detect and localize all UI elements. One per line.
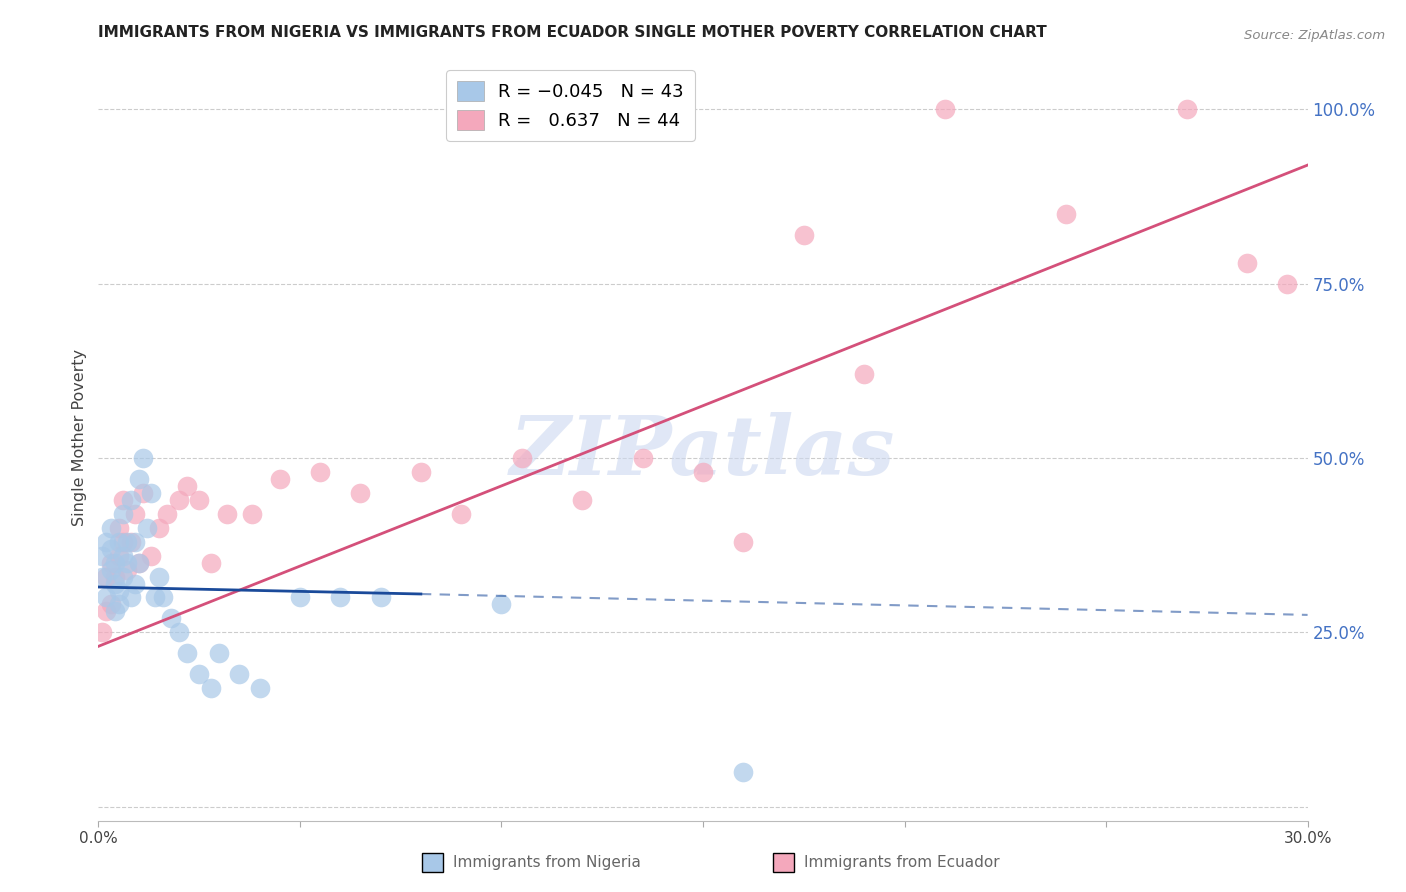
Point [309, 465, 332, 479]
Point [370, 591, 392, 605]
Point [120, 492, 142, 507]
Point [128, 472, 150, 486]
Point [249, 681, 271, 695]
Point [200, 681, 222, 695]
Legend: R = −0.045   N = 43, R =   0.637   N = 44: R = −0.045 N = 43, R = 0.637 N = 44 [446, 70, 695, 141]
Point [167, 625, 190, 640]
Point [103, 604, 125, 618]
Point [139, 486, 162, 500]
Point [107, 534, 129, 549]
Text: Immigrants from Ecuador: Immigrants from Ecuador [804, 855, 1000, 870]
Point [148, 569, 170, 583]
Point [793, 227, 815, 242]
Point [120, 534, 142, 549]
Point [240, 507, 263, 521]
Point [91, 625, 114, 640]
Text: Immigrants from Nigeria: Immigrants from Nigeria [453, 855, 641, 870]
Point [111, 507, 134, 521]
Point [409, 465, 432, 479]
Point [115, 556, 138, 570]
Point [269, 472, 291, 486]
Point [631, 450, 654, 465]
Point [124, 507, 146, 521]
Point [91, 549, 114, 563]
Point [107, 521, 129, 535]
Point [176, 479, 198, 493]
Point [208, 646, 231, 660]
Point [733, 764, 755, 779]
Point [103, 556, 125, 570]
Point [132, 486, 155, 500]
Text: ZIPatlas: ZIPatlas [510, 412, 896, 492]
Text: IMMIGRANTS FROM NIGERIA VS IMMIGRANTS FROM ECUADOR SINGLE MOTHER POVERTY CORRELA: IMMIGRANTS FROM NIGERIA VS IMMIGRANTS FR… [98, 25, 1047, 40]
Point [100, 598, 122, 612]
Point [107, 583, 129, 598]
Point [1175, 103, 1198, 117]
Point [176, 646, 198, 660]
Point [228, 667, 250, 681]
Point [167, 492, 190, 507]
Point [733, 534, 755, 549]
Point [111, 492, 134, 507]
Point [124, 576, 146, 591]
Point [96, 604, 118, 618]
Point [107, 549, 129, 563]
Point [143, 591, 166, 605]
Point [100, 541, 122, 556]
Point [128, 556, 150, 570]
Point [128, 556, 150, 570]
Point [139, 549, 162, 563]
Point [115, 534, 138, 549]
Point [156, 507, 179, 521]
Point [160, 611, 183, 625]
Point [853, 368, 876, 382]
Point [96, 569, 118, 583]
Point [934, 103, 956, 117]
Point [450, 507, 472, 521]
Point [103, 576, 125, 591]
Point [124, 534, 146, 549]
Point [135, 521, 157, 535]
Point [103, 569, 125, 583]
Point [96, 591, 118, 605]
Point [132, 450, 155, 465]
Point [1277, 277, 1299, 291]
Point [152, 591, 174, 605]
Point [100, 563, 122, 577]
Point [288, 591, 311, 605]
Point [100, 556, 122, 570]
Y-axis label: Single Mother Poverty: Single Mother Poverty [72, 349, 87, 525]
Point [188, 492, 211, 507]
Point [107, 598, 129, 612]
Point [120, 591, 142, 605]
Point [510, 450, 533, 465]
Point [1054, 207, 1077, 221]
Point [217, 507, 239, 521]
Text: Source: ZipAtlas.com: Source: ZipAtlas.com [1244, 29, 1385, 42]
Point [91, 569, 114, 583]
Point [329, 591, 352, 605]
Point [692, 465, 714, 479]
Point [200, 556, 222, 570]
Point [148, 521, 170, 535]
Point [111, 534, 134, 549]
Point [111, 569, 134, 583]
Point [188, 667, 211, 681]
Point [96, 534, 118, 549]
Point [115, 563, 138, 577]
Point [111, 549, 134, 563]
Point [571, 492, 593, 507]
Point [491, 598, 513, 612]
Point [100, 521, 122, 535]
Point [1236, 256, 1258, 270]
Point [349, 486, 371, 500]
